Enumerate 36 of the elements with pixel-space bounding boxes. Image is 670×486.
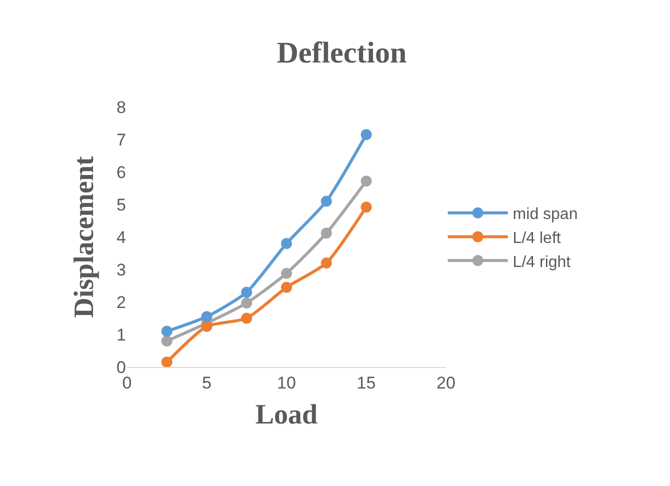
y-tick-label: 7 [116, 130, 126, 150]
point [281, 282, 292, 293]
point [241, 297, 252, 308]
point [201, 311, 212, 322]
chart-title: Deflection [276, 36, 407, 70]
y-tick-label: 8 [116, 98, 126, 117]
point [360, 176, 372, 187]
x-tick-label: 20 [436, 373, 456, 392]
legend-label: L/4 right [512, 254, 572, 271]
y-tick-label: 2 [116, 292, 126, 312]
point [360, 202, 372, 213]
point [320, 196, 332, 207]
y-tick-label: 1 [116, 325, 126, 344]
point [281, 238, 292, 249]
legend-label: mid span [512, 206, 578, 224]
y-tick-label: 3 [116, 260, 126, 280]
y-tick-label: 6 [116, 162, 126, 182]
point [360, 129, 372, 140]
y-tick-label: 4 [116, 228, 126, 247]
point [241, 286, 252, 298]
x-tick-label: 10 [277, 373, 296, 392]
x-tick-label: 5 [202, 373, 212, 392]
point [320, 228, 332, 239]
point [161, 356, 172, 368]
point [320, 258, 332, 268]
point [241, 312, 252, 324]
point [201, 320, 212, 332]
point [161, 326, 172, 337]
y-tick-label: 0 [116, 358, 126, 377]
point [281, 268, 292, 279]
y-tick-label: 5 [116, 195, 126, 214]
x-tick-label: 15 [356, 373, 376, 392]
legend-label: L/4 left [512, 230, 562, 247]
y-axis-title: Displacement [69, 155, 100, 318]
x-axis-title: Load [255, 400, 318, 430]
point [161, 336, 172, 346]
